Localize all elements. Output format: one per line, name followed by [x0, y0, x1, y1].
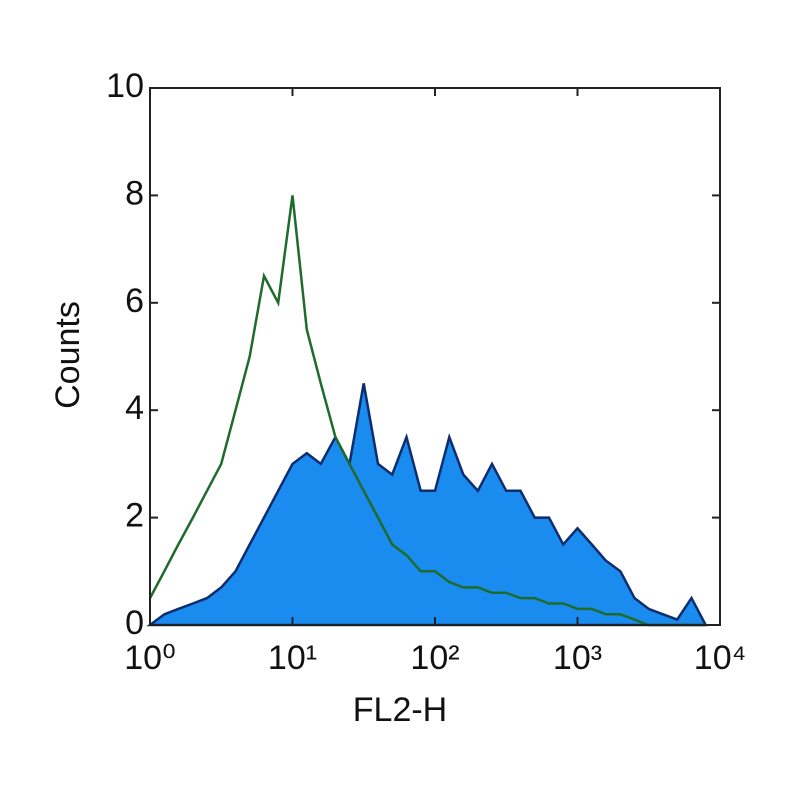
- x-tick-label: 10³: [553, 639, 602, 677]
- x-tick-label: 10²: [410, 639, 459, 677]
- y-tick-label: 0: [125, 604, 144, 642]
- histogram-line: [148, 195, 706, 627]
- x-tick-label: 10¹: [268, 639, 317, 677]
- histogram-area: [146, 383, 708, 627]
- y-tick-label: 10: [106, 67, 144, 105]
- y-tick-label: 2: [125, 497, 144, 535]
- y-axis-label: Counts: [49, 301, 87, 409]
- y-tick-label: 4: [125, 389, 144, 427]
- x-tick-label: 10⁰: [124, 639, 175, 677]
- y-tick-label: 8: [125, 174, 144, 212]
- x-tick-label: 10⁴: [694, 639, 746, 677]
- y-tick-label: 6: [125, 282, 144, 320]
- x-axis-label: FL2-H: [353, 691, 447, 729]
